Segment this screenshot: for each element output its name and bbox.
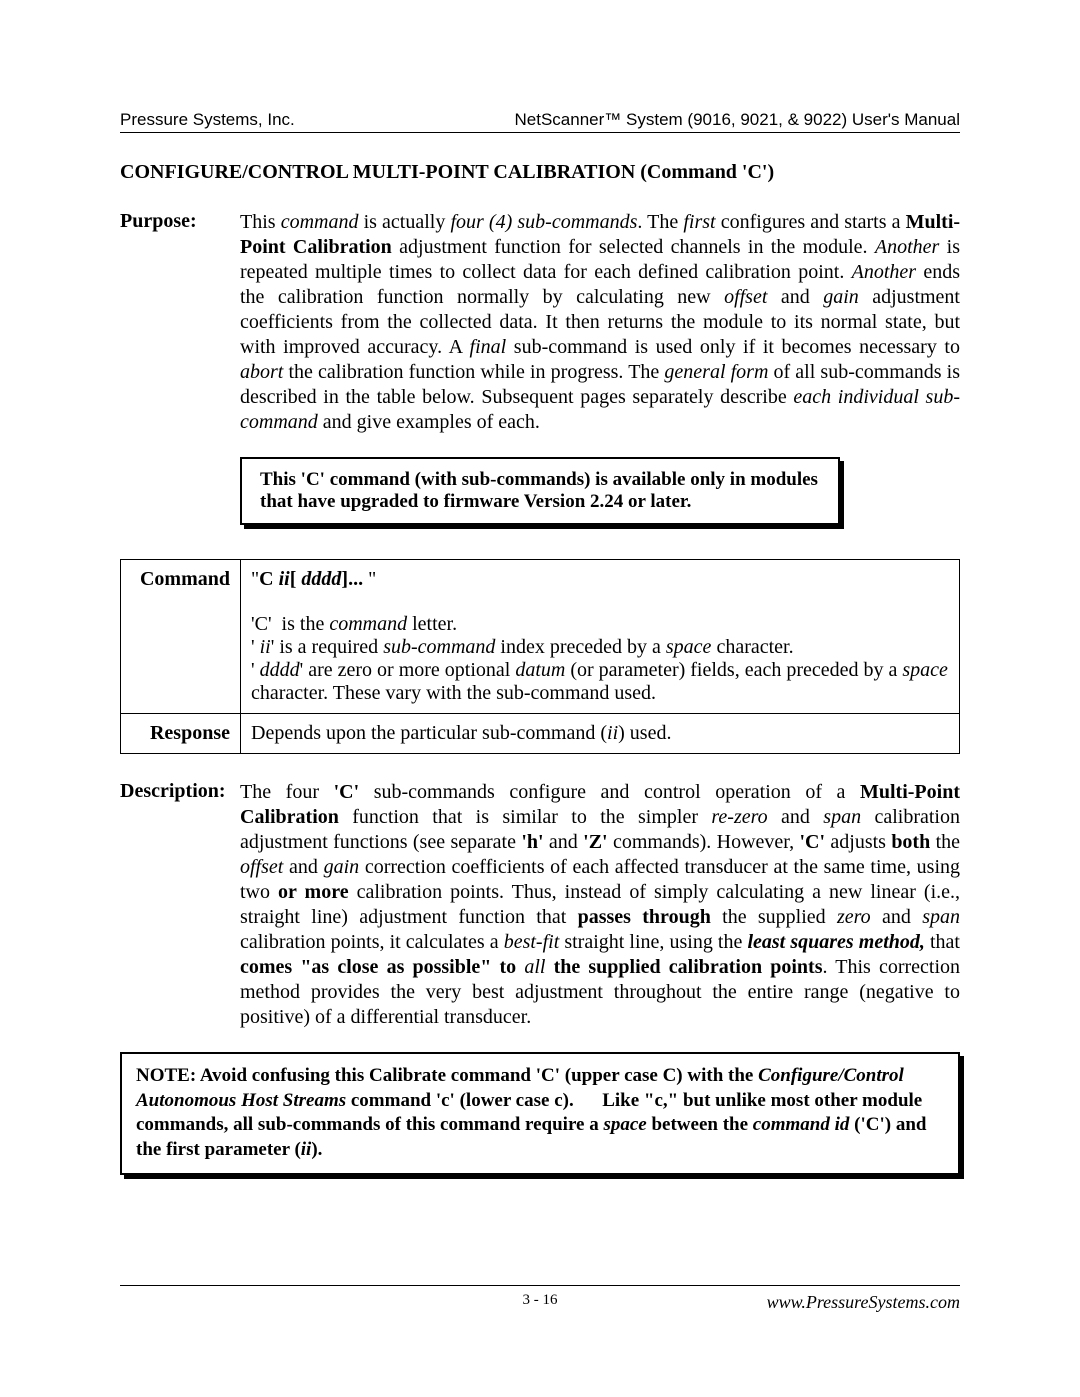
table-row: Command "C ii[ dddd]... " 'C' is the com… xyxy=(121,560,960,714)
header-company: Pressure Systems, Inc. xyxy=(120,110,295,130)
description-text: The four 'C' sub-commands configure and … xyxy=(240,780,960,1030)
page-footer: 3 - 16 www.PressureSystems.com xyxy=(120,1285,960,1313)
response-row-label: Response xyxy=(121,714,241,754)
purpose-text: This command is actually four (4) sub-co… xyxy=(240,210,960,435)
version-note-box: This 'C' command (with sub-commands) is … xyxy=(240,457,840,525)
section-title: CONFIGURE/CONTROL MULTI-POINT CALIBRATIO… xyxy=(120,161,960,184)
purpose-block: Purpose: This command is actually four (… xyxy=(120,210,960,435)
footer-url: www.PressureSystems.com xyxy=(767,1292,960,1313)
command-row-body: "C ii[ dddd]... " 'C' is the command let… xyxy=(241,560,960,714)
command-table: Command "C ii[ dddd]... " 'C' is the com… xyxy=(120,559,960,754)
purpose-label: Purpose: xyxy=(120,210,240,435)
page-header: Pressure Systems, Inc. NetScanner™ Syste… xyxy=(120,110,960,133)
table-row: Response Depends upon the particular sub… xyxy=(121,714,960,754)
command-row-label: Command xyxy=(121,560,241,714)
description-block: Description: The four 'C' sub-commands c… xyxy=(120,780,960,1030)
response-row-body: Depends upon the particular sub-command … xyxy=(241,714,960,754)
header-manual-title: NetScanner™ System (9016, 9021, & 9022) … xyxy=(515,110,960,130)
description-label: Description: xyxy=(120,780,240,1030)
caution-note-box: NOTE: Avoid confusing this Calibrate com… xyxy=(120,1052,960,1175)
page-number: 3 - 16 xyxy=(523,1292,558,1309)
